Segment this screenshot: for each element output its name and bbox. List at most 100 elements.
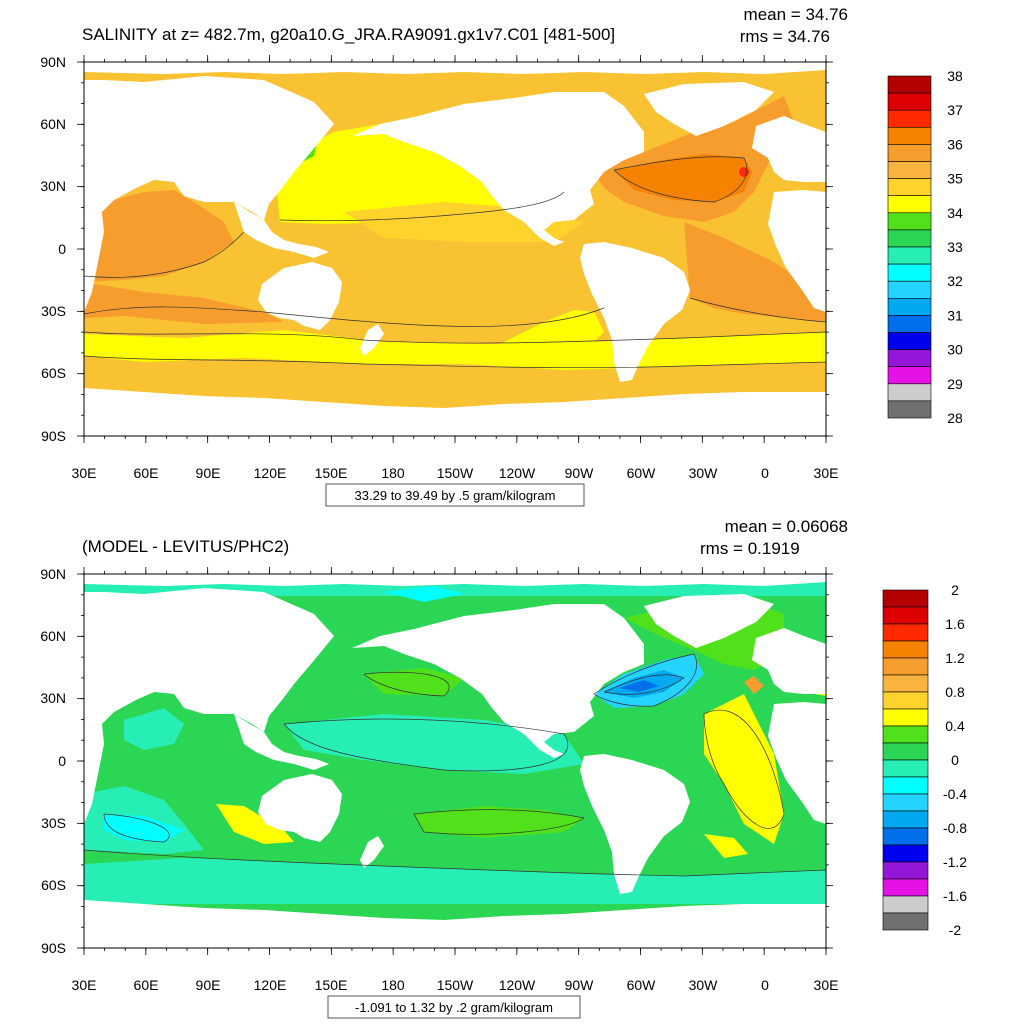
colorbar-swatch — [887, 400, 932, 419]
lon-label: 120W — [499, 465, 536, 481]
lat-label: 90N — [40, 54, 66, 70]
colorbar-swatch — [882, 810, 929, 829]
lon-label: 60E — [134, 465, 159, 481]
lon-label: 60W — [627, 465, 657, 481]
panel-bottom: (MODEL - LEVITUS/PHC2) mean = 0.06068 rm… — [40, 517, 967, 1019]
colorbar-label: -1.6 — [943, 888, 967, 904]
colorbar-label: -1.2 — [943, 854, 967, 870]
lat-label: 30N — [40, 178, 66, 194]
stat-rms: rms = 34.76 — [740, 27, 830, 46]
lat-label: 60S — [41, 877, 66, 893]
lon-label: 120E — [254, 465, 287, 481]
lon-label: 30E — [72, 977, 97, 993]
lon-label: 150E — [315, 977, 348, 993]
lon-label: 150W — [437, 465, 474, 481]
colorbar-swatch — [882, 623, 929, 642]
lon-label: 150E — [315, 465, 348, 481]
lon-label: 120E — [254, 977, 287, 993]
colorbar-swatch — [887, 75, 932, 94]
colorbar-label: -2 — [949, 922, 962, 938]
colorbar-swatch — [887, 349, 932, 368]
colorbar-swatch — [882, 691, 929, 710]
colorbar-label: 1.2 — [945, 650, 965, 666]
colorbar-label: 36 — [947, 136, 963, 152]
lat-label: 30N — [40, 690, 66, 706]
colorbar-swatch — [882, 759, 929, 778]
panel-title: (MODEL - LEVITUS/PHC2) — [82, 537, 289, 556]
colorbar-label: -0.4 — [943, 786, 967, 802]
colorbar-label: 28 — [947, 410, 963, 426]
lon-axis: 30E 60E 90E 120E 150E 180 150W 120W 90W … — [72, 977, 839, 993]
lon-label: 150W — [437, 977, 474, 993]
colorbar-swatch — [887, 144, 932, 162]
colorbar-swatch — [887, 332, 932, 350]
colorbar-label: 0 — [951, 752, 959, 768]
colorbar-swatch — [882, 742, 929, 761]
panel-title: SALINITY at z= 482.7m, g20a10.G_JRA.RA90… — [82, 25, 615, 44]
colorbar-label: 33 — [947, 239, 963, 255]
colorbar-swatch — [882, 793, 929, 812]
colorbar-label: 1.6 — [945, 616, 965, 632]
colorbar-swatch — [887, 109, 932, 128]
lat-axis: 90N 60N 30N 0 30S 60S 90S — [40, 54, 66, 444]
lon-label: 30E — [72, 465, 97, 481]
info-box-text: 33.29 to 39.49 by .5 gram/kilogram — [355, 488, 556, 503]
colorbar-label: 29 — [947, 376, 963, 392]
lat-label: 90S — [41, 428, 66, 444]
colorbar-label: 0.8 — [945, 684, 965, 700]
info-box — [325, 483, 585, 507]
colorbar-label: 37 — [947, 102, 963, 118]
lon-label: 180 — [381, 465, 405, 481]
lon-label: 0 — [761, 465, 769, 481]
stat-mean: mean = 0.06068 — [725, 517, 848, 536]
info-box-text: -1.091 to 1.32 by .2 gram/kilogram — [355, 1000, 553, 1015]
tick-marks — [77, 567, 833, 955]
colorbar-swatch — [882, 878, 929, 897]
colorbar-swatch — [887, 229, 932, 248]
lon-label: 60W — [627, 977, 657, 993]
lat-label: 90S — [41, 940, 66, 956]
colorbar-swatch — [887, 161, 932, 179]
colorbar-swatch — [887, 297, 932, 316]
colorbar-swatch — [887, 383, 932, 402]
colorbar-swatch — [882, 674, 929, 693]
lon-label: 30W — [689, 465, 719, 481]
colorbar-swatch — [882, 827, 929, 846]
colorbar-swatch — [882, 895, 929, 914]
colorbar-swatch — [882, 606, 929, 625]
lat-label: 60N — [40, 116, 66, 132]
lon-label: 30E — [814, 465, 839, 481]
colorbar-swatch — [882, 589, 929, 608]
colorbar-swatch — [887, 366, 932, 385]
map-plot — [83, 62, 827, 436]
stat-rms: rms = 0.1919 — [700, 539, 800, 558]
colorbar-label: 0.4 — [945, 718, 965, 734]
colorbar-swatch — [882, 708, 929, 727]
colorbar-swatch — [887, 92, 932, 111]
colorbar-label: 32 — [947, 273, 963, 289]
colorbar-swatch — [882, 725, 929, 744]
lat-axis: 90N 60N 30N 0 30S 60S 90S — [40, 566, 66, 956]
lat-label: 30S — [41, 815, 66, 831]
colorbar-swatch — [887, 195, 932, 214]
lat-label: 0 — [58, 753, 66, 769]
lat-label: 30S — [41, 303, 66, 319]
tick-marks — [77, 55, 833, 443]
colorbar-swatch — [887, 315, 932, 333]
lon-label: 90E — [196, 465, 221, 481]
colorbar-label: 30 — [947, 342, 963, 358]
lon-label: 120W — [499, 977, 536, 993]
colorbar-label: 2 — [951, 582, 959, 598]
lon-label: 60E — [134, 977, 159, 993]
colorbar-swatch — [882, 861, 929, 880]
colorbar-swatch — [882, 776, 929, 795]
map-plot — [83, 574, 827, 948]
colorbar: 2 1.6 1.2 0.8 0.4 0 -0.4 -0.8 -1.2 -1.6 -2 — [882, 582, 967, 938]
lat-label: 90N — [40, 566, 66, 582]
lon-label: 0 — [761, 977, 769, 993]
lon-label: 180 — [381, 977, 405, 993]
colorbar-swatch — [887, 280, 932, 299]
lon-label: 90W — [565, 977, 595, 993]
colorbar-swatch — [887, 212, 932, 231]
